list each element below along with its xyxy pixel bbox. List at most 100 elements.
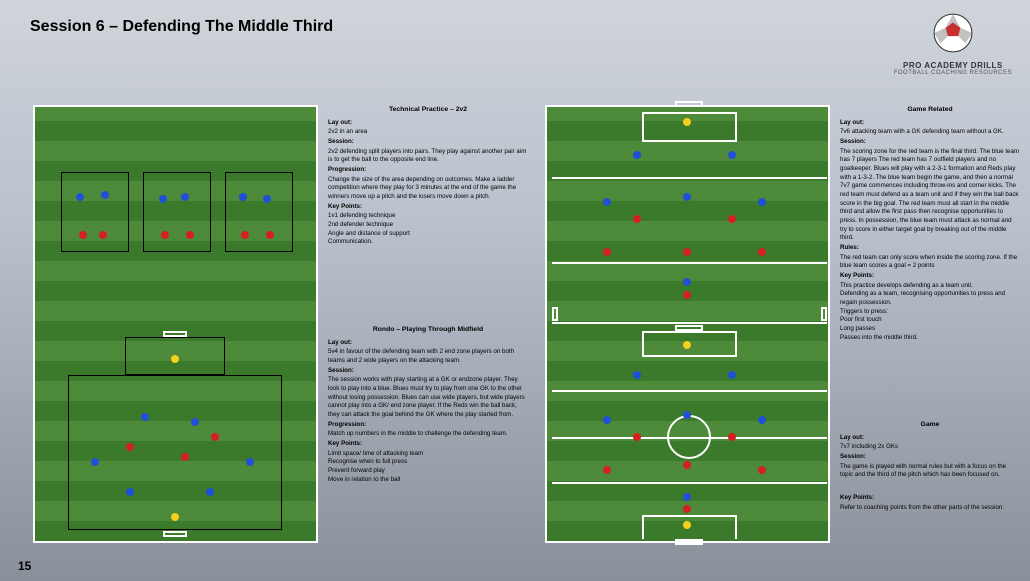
player-blue: [191, 418, 199, 426]
page-number: 15: [18, 559, 31, 573]
line-b-pen-bt: [642, 515, 737, 517]
logo-subtitle: FOOTBALL COACHING RESOURCES: [894, 70, 1012, 76]
zone-2v2-1: [61, 172, 129, 252]
player-yellow: [683, 341, 691, 349]
player-blue: [728, 151, 736, 159]
player-red: [683, 461, 691, 469]
line-top-box: [642, 112, 737, 114]
goal-target-l: [552, 307, 558, 321]
player-yellow: [171, 355, 179, 363]
player-red: [603, 248, 611, 256]
line-b-half: [552, 437, 827, 439]
player-red: [603, 466, 611, 474]
pitch-right: [545, 105, 830, 543]
t2-prog: Match up numbers in the middle to challe…: [328, 430, 528, 439]
zone-2v2-3: [225, 172, 293, 252]
player-red: [683, 291, 691, 299]
player-blue: [683, 278, 691, 286]
player-blue: [683, 493, 691, 501]
goal-rondo-top: [163, 331, 187, 337]
t1-kp: 1v1 defending technique 2nd defender tec…: [328, 212, 528, 247]
player-red: [728, 215, 736, 223]
text-block-3: Game Related Lay out: 7v6 attacking team…: [840, 105, 1020, 343]
line-top-penalty-l: [642, 112, 644, 140]
t1-layout: 2v2 in an area: [328, 128, 528, 137]
t3-layout: 7v6 attacking team with a GK defending t…: [840, 128, 1020, 137]
t2-session: The session works with play starting at …: [328, 376, 528, 419]
pitch-left: [33, 105, 318, 543]
logo-brand: PRO ACADEMY DRILLS: [894, 61, 1012, 70]
t2-layout: 5v4 in favour of the defending team with…: [328, 348, 528, 365]
player-red: [211, 433, 219, 441]
player-red: [79, 231, 87, 239]
player-blue: [633, 151, 641, 159]
zone-2v2-2: [143, 172, 211, 252]
player-blue: [91, 458, 99, 466]
player-red: [186, 231, 194, 239]
t2-kp: Limit space/ time of attacking team Reco…: [328, 450, 528, 485]
zone-rondo-main: [68, 375, 282, 530]
line-mid: [552, 322, 827, 324]
t1-prog: Change the size of the area depending on…: [328, 176, 528, 202]
player-blue: [101, 191, 109, 199]
player-blue: [239, 193, 247, 201]
player-blue: [76, 193, 84, 201]
t3-session: The scoring zone for the red team is the…: [840, 148, 1020, 243]
line-top-penalty-r: [735, 112, 737, 140]
player-blue: [603, 198, 611, 206]
t1-title: Technical Practice – 2v2: [328, 105, 528, 115]
line-b-pen-br: [735, 515, 737, 539]
player-red: [633, 215, 641, 223]
line-b-pen-tl: [642, 331, 644, 355]
t1-session: 2v2 defending split players into pairs. …: [328, 148, 528, 165]
player-blue: [728, 371, 736, 379]
player-red: [241, 231, 249, 239]
player-blue: [683, 193, 691, 201]
line-b-third2: [552, 482, 827, 484]
player-blue: [141, 413, 149, 421]
t4-title: Game: [840, 420, 1020, 430]
t3-rules: The red team can only score when inside …: [840, 254, 1020, 271]
line-third-2: [552, 262, 827, 264]
goal-rondo-bottom: [163, 531, 187, 537]
player-red: [758, 248, 766, 256]
player-red: [633, 433, 641, 441]
t2-title: Rondo – Playing Through Midfield: [328, 325, 528, 335]
player-blue: [206, 488, 214, 496]
text-block-2: Rondo – Playing Through Midfield Lay out…: [328, 325, 528, 485]
t3-kp: This practice develops defending as a te…: [840, 282, 1020, 343]
line-b-pen-tr: [735, 331, 737, 355]
player-red: [758, 466, 766, 474]
player-yellow: [683, 118, 691, 126]
player-blue: [159, 195, 167, 203]
player-blue: [126, 488, 134, 496]
goal-b-bottom: [675, 539, 703, 545]
line-b-pen-t: [642, 331, 737, 333]
player-red: [161, 231, 169, 239]
text-block-4: Game Lay out: 7v7 including 2x GKs Sessi…: [840, 420, 1020, 513]
player-blue: [181, 193, 189, 201]
football-icon: [932, 12, 974, 54]
player-yellow: [171, 513, 179, 521]
player-blue: [758, 198, 766, 206]
player-blue: [603, 416, 611, 424]
player-red: [126, 443, 134, 451]
player-blue: [758, 416, 766, 424]
logo: PRO ACADEMY DRILLS FOOTBALL COACHING RES…: [894, 12, 1012, 76]
player-blue: [263, 195, 271, 203]
player-red: [683, 505, 691, 513]
player-yellow: [683, 521, 691, 529]
t4-layout: 7v7 including 2x GKs: [840, 443, 1020, 452]
player-blue: [683, 411, 691, 419]
t4-session: The game is played with normal rules but…: [840, 463, 1020, 480]
goal-target-r: [821, 307, 827, 321]
goal-top: [675, 101, 703, 107]
page-title: Session 6 – Defending The Middle Third: [30, 18, 333, 36]
player-red: [99, 231, 107, 239]
line-third-1: [552, 177, 827, 179]
player-blue: [633, 371, 641, 379]
text-block-1: Technical Practice – 2v2 Lay out: 2v2 in…: [328, 105, 528, 248]
line-top-penalty-b: [642, 140, 737, 142]
player-red: [266, 231, 274, 239]
line-b-third1: [552, 390, 827, 392]
